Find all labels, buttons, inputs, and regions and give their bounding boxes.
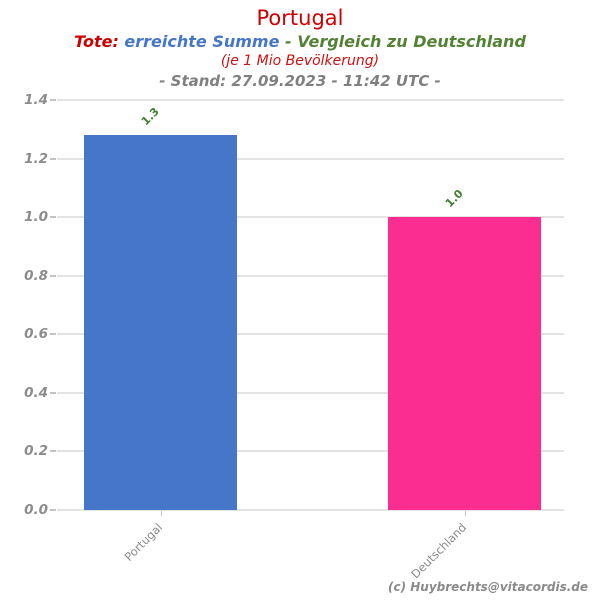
subtitle-part-summe: erreichte Summe [124, 32, 280, 51]
gridline-y-1.4 [57, 99, 564, 101]
y-axis-label: 0.2 [24, 443, 48, 460]
y-axis-tick [50, 509, 56, 511]
y-axis-label: 0.6 [24, 326, 48, 343]
gridline-y-0.0 [57, 509, 564, 511]
subtitle-part-vergleich: - Vergleich zu Deutschland [285, 32, 526, 51]
y-axis-tick [50, 157, 56, 160]
bar-deutschland [388, 217, 541, 510]
gridline-y-0.2 [57, 450, 564, 453]
y-axis-tick [50, 450, 56, 453]
y-axis-label: 0.4 [24, 384, 48, 401]
gridline-y-1.2 [57, 157, 564, 160]
y-axis-tick [50, 216, 56, 219]
subtitle-part-tote: Tote: [74, 32, 119, 51]
chart-header: Portugal Tote: erreichte Summe - Verglei… [0, 5, 600, 91]
x-axis-tick [160, 511, 162, 516]
y-axis-tick [50, 391, 56, 394]
gridline-y-0.4 [57, 391, 564, 394]
x-axis-label-portugal: Portugal [121, 520, 165, 564]
chart-unit-note: (je 1 Mio Bevölkerung) [220, 53, 380, 69]
y-axis-tick [50, 99, 56, 101]
gridline-y-0.6 [57, 333, 564, 336]
y-axis-label: 1.4 [24, 92, 48, 108]
copyright-note: (c) Huybrechts@vitacordis.de [387, 580, 588, 594]
y-axis-label: 1.2 [24, 150, 48, 167]
y-axis-label: 1.0 [24, 209, 48, 226]
chart-title: Portugal [256, 6, 344, 30]
bar-portugal [84, 135, 237, 510]
gridline-y-0.8 [57, 274, 564, 277]
y-axis-tick [50, 274, 56, 277]
plot-area [57, 99, 564, 511]
gridline-y-1.0 [57, 216, 564, 219]
y-axis-label: 0.8 [24, 267, 48, 284]
y-axis-label: 0.0 [24, 502, 48, 518]
chart-subtitle: Tote: erreichte Summe - Vergleich zu Deu… [0, 31, 600, 52]
y-axis-tick [50, 333, 56, 336]
x-axis-tick [464, 511, 466, 516]
chart-timestamp: - Stand: 27.09.2023 - 11:42 UTC - [159, 72, 441, 90]
